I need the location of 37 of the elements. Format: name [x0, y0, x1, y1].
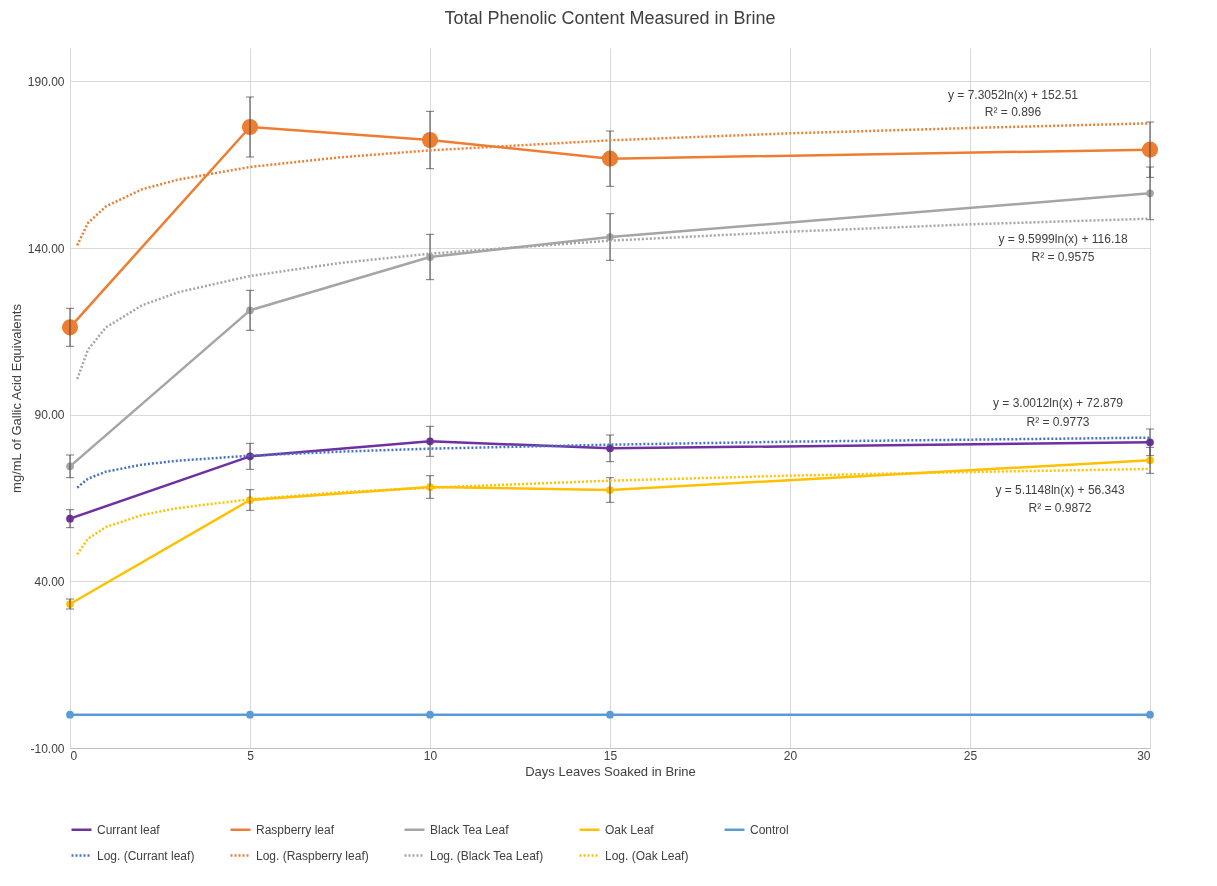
- point: [246, 710, 254, 719]
- point: [66, 710, 74, 719]
- x-tick-label: 20: [783, 748, 798, 763]
- x-axis-title: Days Leaves Soaked in Brine: [525, 763, 696, 779]
- chart-title: Total Phenolic Content Measured in Brine: [444, 8, 776, 28]
- x-tick-label: 15: [603, 748, 618, 763]
- y-axis-title: mg/mL of Gallic Acid Equivalents: [8, 303, 24, 493]
- y-tick-label: 190.00: [27, 74, 65, 89]
- legend-label: Log. (Currant leaf): [97, 848, 195, 863]
- annotation: y = 3.0012ln(x) + 72.879: [992, 396, 1124, 410]
- legend-label: Currant leaf: [97, 822, 161, 837]
- legend-label: Black Tea Leaf: [430, 822, 510, 837]
- point: [1146, 710, 1154, 719]
- annotation: y = 5.1148ln(x) + 56.343: [995, 483, 1125, 497]
- legend-label: Oak Leaf: [605, 822, 655, 837]
- x-tick-label: 25: [963, 748, 978, 763]
- legend-label: Control: [750, 822, 789, 837]
- annotation: R² = 0.9773: [1026, 415, 1090, 429]
- y-tick-label: 140.00: [27, 241, 65, 256]
- x-tick-label: 0: [70, 748, 78, 763]
- annotation: R² = 0.896: [984, 105, 1042, 119]
- legend-label: Raspberry leaf: [256, 822, 335, 837]
- point: [606, 710, 614, 719]
- legend-label: Log. (Oak Leaf): [605, 848, 689, 863]
- x-tick-label: 30: [1137, 748, 1151, 763]
- annotation: y = 7.3052ln(x) + 152.51: [947, 88, 1079, 102]
- y-tick-label: -10.00: [30, 741, 65, 756]
- annotation: y = 9.5999ln(x) + 116.18: [998, 232, 1128, 246]
- legend-label: Log. (Raspberry leaf): [256, 848, 369, 863]
- y-tick-label: 40.00: [34, 574, 65, 589]
- annotation: R² = 0.9872: [1028, 501, 1092, 515]
- x-tick-label: 5: [247, 748, 255, 763]
- y-tick-label: 90.00: [34, 408, 65, 423]
- legend-label: Log. (Black Tea Leaf): [430, 848, 544, 863]
- point: [426, 710, 434, 719]
- annotation: R² = 0.9575: [1031, 250, 1095, 264]
- x-tick-label: 10: [423, 748, 438, 763]
